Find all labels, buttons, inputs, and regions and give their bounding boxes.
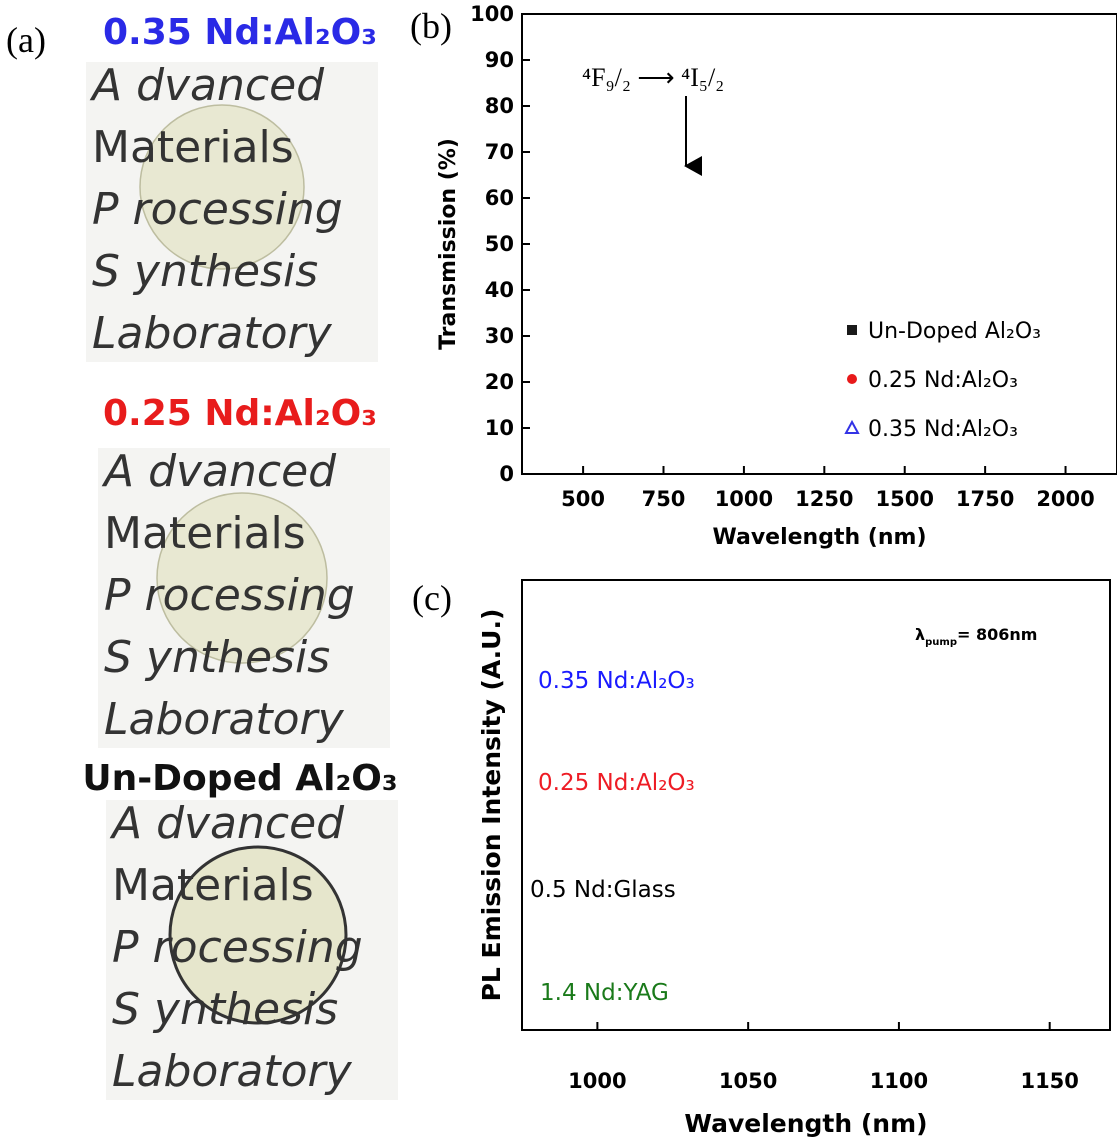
x-tick-label: 2000	[1036, 487, 1094, 511]
y-tick-label: 80	[485, 94, 514, 118]
photo-text: S ynthesis	[92, 246, 318, 297]
sample-disc	[156, 492, 328, 664]
sample-label: 0.35 Nd:Al₂O₃	[103, 12, 377, 53]
x-tick-label: 750	[642, 487, 686, 511]
x-tick-label: 1000	[568, 1069, 626, 1093]
series-label: 0.5 Nd:Glass	[530, 877, 676, 903]
y-tick-label: 100	[470, 2, 514, 26]
x-tick-label: 1100	[870, 1069, 928, 1093]
legend-label: Un-Doped Al₂O₃	[868, 319, 1041, 344]
panel-label: (b)	[410, 6, 452, 46]
x-tick-label: 1750	[956, 487, 1014, 511]
x-axis-label: Wavelength (nm)	[684, 1109, 927, 1138]
x-tick-label: 1500	[876, 487, 934, 511]
y-tick-label: 0	[499, 462, 514, 486]
sample-label: 0.25 Nd:Al₂O₃	[103, 393, 377, 434]
y-tick-label: 10	[485, 416, 514, 440]
photo-text: Laboratory	[112, 1046, 353, 1097]
photo-text: Materials	[104, 508, 306, 559]
annotation-part: pump	[925, 637, 957, 648]
photo-text: Laboratory	[104, 694, 345, 745]
sample-label: Un-Doped Al₂O₃	[82, 758, 397, 799]
series-label: 0.35 Nd:Al₂O₃	[538, 668, 695, 694]
y-tick-label: 90	[485, 48, 514, 72]
annotation: ⁴F₉/₂ ⟶ ⁴I₅/₂	[582, 63, 724, 92]
x-tick-label: 1050	[719, 1069, 777, 1093]
annotation-part: λ	[915, 625, 925, 644]
photo-text: A dvanced	[89, 60, 325, 111]
y-tick-label: 60	[485, 186, 514, 210]
sample-disc	[168, 845, 348, 1025]
y-tick-label: 70	[485, 140, 514, 164]
series-label: 0.25 Nd:Al₂O₃	[538, 770, 695, 796]
photo-text: A dvanced	[101, 446, 337, 497]
x-axis-label: Wavelength (nm)	[713, 525, 927, 550]
annotation-part: = 806nm	[957, 625, 1037, 644]
photo-text: P rocessing	[112, 922, 363, 973]
y-axis-label: PL Emission Intensity (A.U.)	[477, 609, 506, 1002]
photo-text: A dvanced	[109, 798, 345, 849]
x-tick-label: 500	[561, 487, 605, 511]
panel-label: (c)	[412, 578, 452, 618]
series-label: 1.4 Nd:YAG	[540, 980, 669, 1006]
annotation: λpump= 806nm	[915, 625, 1037, 648]
x-tick-label: 1150	[1020, 1069, 1078, 1093]
photo-text: P rocessing	[104, 570, 355, 621]
photo-text: S ynthesis	[112, 984, 338, 1035]
panel-label: (a)	[6, 20, 46, 60]
legend-label: 0.35 Nd:Al₂O₃	[868, 417, 1018, 442]
y-axis-label: Transmission (%)	[436, 138, 461, 350]
photo-text: Materials	[112, 860, 314, 911]
legend-marker	[844, 419, 860, 434]
y-tick-label: 30	[485, 324, 514, 348]
legend-label: 0.25 Nd:Al₂O₃	[868, 368, 1018, 393]
photo-text: P rocessing	[92, 184, 343, 235]
x-tick-label: 1000	[715, 487, 773, 511]
y-tick-label: 50	[485, 232, 514, 256]
y-tick-label: 40	[485, 278, 514, 302]
y-tick-label: 20	[485, 370, 514, 394]
photo-text: S ynthesis	[104, 632, 330, 683]
photo-text: Laboratory	[92, 308, 333, 359]
sample-disc	[139, 104, 305, 270]
photo-text: Materials	[92, 122, 294, 173]
plot-frame	[521, 579, 1111, 1031]
legend-marker	[847, 325, 857, 335]
legend-marker	[847, 374, 857, 384]
x-tick-label: 1250	[795, 487, 853, 511]
